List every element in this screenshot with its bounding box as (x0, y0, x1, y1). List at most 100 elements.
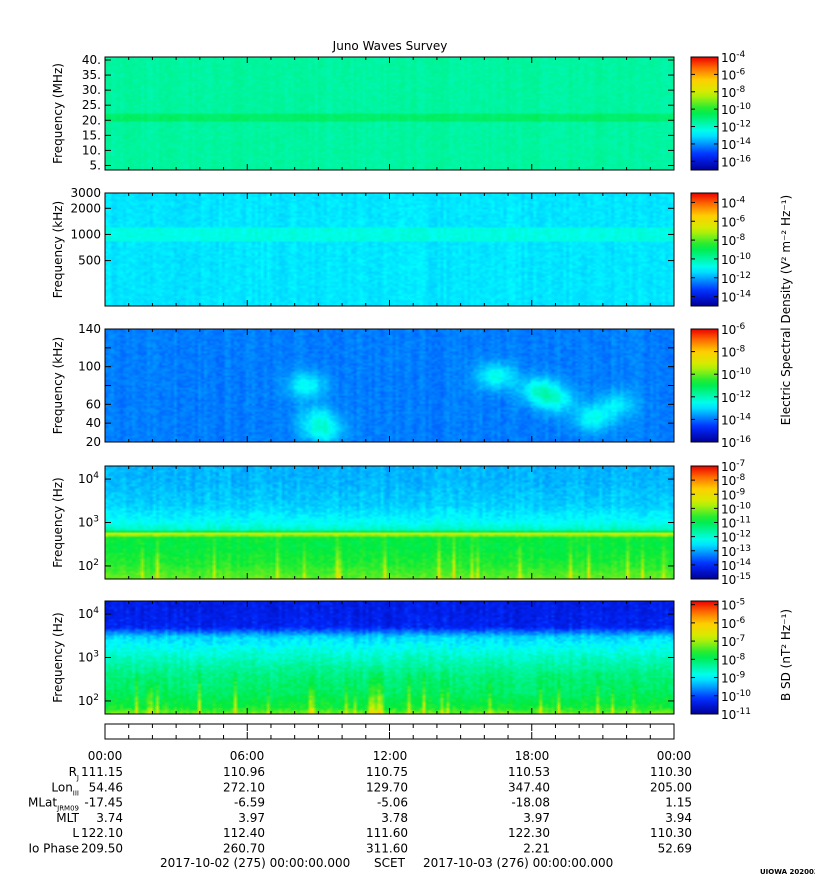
spectrogram-image (105, 329, 674, 442)
ephemeris-value: -6.59 (234, 796, 265, 810)
colorbar (690, 465, 719, 580)
colorbar-tick-label: 10-13 (721, 544, 751, 559)
colorbar-tick-label: 10-14 (721, 412, 751, 427)
colorbar (690, 192, 719, 307)
colorbar-tick-label: 10-8 (721, 652, 746, 667)
colorbar-titles: Electric Spectral Density (V² m⁻² Hz⁻¹) … (779, 195, 793, 701)
colorbar-tick-label: 10-15 (721, 572, 751, 587)
footer-start: 2017-10-02 (275) 00:00:00.000 (160, 856, 350, 870)
ephemeris-value: 2.21 (523, 842, 550, 856)
footer-end: 2017-10-03 (276) 00:00:00.000 (423, 856, 613, 870)
colorbar-tick-label: 10-9 (721, 671, 746, 686)
colorbar-tick-label: 10-7 (721, 634, 745, 649)
y-tick-label: 100 (78, 360, 101, 374)
colorbar-tick-label: 10-11 (721, 516, 751, 531)
ephemeris-value: 110.53 (508, 765, 550, 779)
y-tick-label: 2000 (70, 201, 101, 215)
ephemeris-row-name: LonIII (51, 780, 79, 797)
ephemeris-value: 209.50 (81, 842, 123, 856)
colorbar-tick-label: 10-14 (721, 290, 751, 305)
y-tick-label: 60 (86, 397, 101, 411)
y-tick-label: 104 (78, 606, 99, 621)
footer: 2017-10-02 (275) 00:00:00.000 SCET 2017-… (160, 856, 613, 870)
ephemeris-row-name: L (72, 826, 79, 840)
colorbar-tick-label: 10-10 (721, 102, 751, 117)
colorbar-tick-label: 10-16 (721, 154, 751, 169)
y-tick-label: 20. (82, 113, 101, 127)
colorbar-tick-label: 10-10 (721, 367, 751, 382)
ephemeris-value: 52.69 (658, 842, 692, 856)
y-axis-label: Frequency (kHz) (51, 337, 65, 434)
ephemeris-value: 3.97 (523, 811, 550, 825)
colorbar (690, 56, 719, 171)
colorbar-tick-label: 10-10 (721, 252, 751, 267)
ephemeris-row-name: RJ (69, 765, 79, 782)
colorbar-tick-label: 10-8 (721, 233, 746, 248)
figure-title: Juno Waves Survey (332, 39, 448, 53)
spectrogram-image (105, 193, 674, 306)
ephemeris-value: 205.00 (650, 780, 692, 794)
colorbar-tick-label: 10-9 (721, 487, 746, 502)
colorbar-tick-label: 10-8 (721, 473, 746, 488)
colorbar-tick-label: 10-8 (721, 345, 746, 360)
y-axis-label: Frequency (kHz) (51, 201, 65, 298)
y-tick-label: 500 (78, 254, 101, 268)
y-tick-label: 3000 (70, 186, 101, 200)
ephemeris-value: 3.74 (96, 811, 123, 825)
ephemeris-value: 129.70 (366, 780, 408, 794)
ephemeris-value: 54.46 (89, 780, 123, 794)
footer-scet: SCET (374, 856, 406, 870)
spectrogram-image (105, 466, 674, 579)
magnetic-cbar-label: B SD (nT² Hz⁻¹) (779, 609, 793, 701)
colorbar-tick-label: 10-8 (721, 85, 746, 100)
y-axis-label: Frequency (MHz) (51, 63, 65, 164)
colorbar-tick-label: 10-4 (721, 195, 746, 210)
ephemeris-value: 311.60 (366, 842, 408, 856)
spectrogram-panel: 20 40 60 100 140 Frequency (kHz) 10-6 10-8 10-10… (51, 322, 751, 450)
colorbar-tick-label: 10-5 (721, 598, 745, 613)
y-tick-label: 20 (86, 435, 101, 449)
y-tick-label: 102 (78, 558, 99, 573)
y-tick-label: 5. (90, 158, 101, 172)
ephemeris-value: -5.06 (377, 796, 408, 810)
y-tick-label: 103 (78, 515, 99, 530)
spectrogram-panel: 102 103 104 Frequency (Hz) 10-710-810-910-10… (51, 459, 751, 587)
colorbar-tick-label: 10-11 (721, 707, 751, 722)
y-axis-label: Frequency (Hz) (51, 477, 65, 568)
panels: 5.10.15.20.25.30.35.40. Frequency (MHz) 10… (51, 50, 751, 722)
y-tick-label: 102 (78, 693, 99, 708)
credit-stamp: UIOWA 20200306 (760, 868, 815, 876)
colorbar-tick-label: 10-6 (721, 322, 746, 337)
colorbar-tick-label: 10-12 (721, 271, 751, 286)
y-axis-label: Frequency (Hz) (51, 612, 65, 703)
y-tick-label: 25. (82, 98, 101, 112)
colorbar-tick-label: 10-4 (721, 50, 746, 65)
ephemeris-value: 122.30 (508, 826, 550, 840)
colorbar-tick-label: 10-10 (721, 501, 751, 516)
ephemeris-value: 3.97 (238, 811, 265, 825)
y-tick-label: 10. (82, 143, 101, 157)
colorbar-tick-label: 10-7 (721, 459, 745, 474)
electric-cbar-label: Electric Spectral Density (V² m⁻² Hz⁻¹) (779, 195, 793, 425)
colorbar-tick-label: 10-12 (721, 530, 751, 545)
y-tick-label: 35. (82, 68, 101, 82)
ephemeris-value: 3.94 (665, 811, 692, 825)
y-tick-label: 104 (78, 471, 99, 486)
time-label: 00:00 (88, 749, 123, 763)
ephemeris-value: 1.15 (665, 796, 692, 810)
ephemeris-value: 110.30 (650, 765, 692, 779)
ephemeris-row-name: Io Phase (28, 842, 79, 856)
y-tick-label: 40. (82, 53, 101, 67)
y-tick-label: 140 (78, 322, 101, 336)
time-label: 00:00 (657, 749, 692, 763)
ephemeris-value: 260.70 (223, 842, 265, 856)
colorbar (690, 328, 719, 443)
spectrogram-image (105, 57, 674, 170)
colorbar-tick-label: 10-10 (721, 689, 751, 704)
ephemeris-table: RJ 111.15 110.96 110.75 110.53 110.30 LonIII 54… (28, 765, 692, 856)
ephemeris-value: 122.10 (81, 826, 123, 840)
colorbar-tick-label: 10-12 (721, 390, 751, 405)
colorbar-tick-label: 10-12 (721, 120, 751, 135)
time-axis-ticks: 00:00 06:00 12:00 18:00 00:00 (88, 724, 692, 763)
